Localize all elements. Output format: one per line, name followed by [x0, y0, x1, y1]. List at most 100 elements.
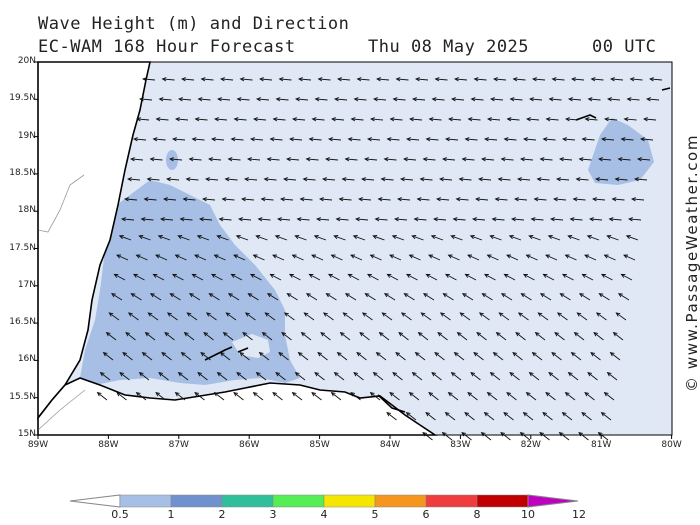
wave-arrow [297, 351, 309, 361]
wave-arrow [395, 351, 406, 361]
wave-arrow [358, 197, 372, 202]
wave-arrow [314, 97, 328, 102]
wave-arrow [163, 197, 177, 202]
wave-arrow [247, 157, 261, 162]
wave-arrow [425, 411, 436, 421]
wave-arrow [431, 97, 445, 102]
wave-direction-arrows [96, 77, 663, 441]
wave-arrow [403, 157, 417, 162]
wave-arrow [473, 77, 487, 82]
wave-arrow [493, 77, 507, 82]
wave-arrow [564, 254, 577, 261]
wave-arrow [562, 137, 576, 142]
wave-arrow [437, 331, 448, 341]
wave-arrow [130, 157, 144, 162]
wave-arrow [608, 217, 622, 222]
lat-label: 15.5N [9, 391, 36, 402]
wave-arrow [214, 117, 228, 122]
wave-zone-east [588, 118, 654, 185]
wave-arrow [571, 77, 585, 82]
wave-arrow [617, 293, 630, 301]
wave-arrow [266, 293, 279, 301]
wave-arrow [269, 273, 282, 281]
calm-pocket [232, 334, 270, 358]
wave-arrow [484, 137, 498, 142]
wave-arrow [155, 117, 169, 122]
colorbar-upper-extend [527, 494, 579, 508]
wave-arrow [529, 97, 543, 102]
wave-arrow [483, 273, 496, 281]
wave-arrow [625, 235, 639, 241]
wave-arrow [569, 217, 583, 222]
wave-arrow [334, 97, 348, 102]
wave-arrow [149, 293, 162, 301]
wave-arrow [572, 197, 586, 202]
colorbar-swatch [170, 494, 223, 508]
wave-arrow [364, 293, 376, 301]
colorbar-label: 2 [218, 508, 226, 521]
wave-arrow [545, 391, 556, 401]
wave-arrow [400, 312, 412, 321]
wave-arrow [394, 217, 408, 222]
wave-arrow [623, 117, 637, 122]
wave-arrow [350, 391, 361, 401]
wave-arrow [607, 97, 621, 102]
lat-label: 18N [17, 205, 36, 216]
wave-arrow [530, 217, 544, 222]
wave-arrow [581, 273, 594, 281]
wave-arrow [467, 117, 481, 122]
wave-arrow [255, 235, 268, 241]
wave-arrow [188, 293, 201, 301]
wave-arrow [146, 177, 160, 182]
wave-arrow [512, 77, 526, 82]
wave-arrow [311, 254, 324, 261]
wave-arrow [133, 137, 147, 142]
colorbar-lower-extend [69, 494, 121, 508]
wave-arrow [640, 137, 654, 142]
wave-arrow [610, 77, 624, 82]
wave-arrow [537, 312, 549, 321]
wave-arrow [347, 273, 360, 281]
wave-arrow [478, 312, 490, 321]
wave-arrow [352, 235, 366, 241]
wave-arrow [503, 411, 514, 421]
wave-arrow [450, 371, 462, 381]
wave-arrow [617, 157, 631, 162]
wave-arrow [520, 293, 532, 301]
wave-arrow [439, 312, 451, 321]
wave-arrow [130, 293, 142, 301]
wave-arrow [598, 157, 612, 162]
wave-arrow [264, 312, 276, 321]
wave-arrow [222, 331, 234, 341]
wave-arrow [272, 117, 286, 122]
wave-arrow [213, 391, 225, 401]
wave-arrow [381, 312, 393, 321]
wave-arrow [211, 137, 225, 142]
wave-arrow [573, 331, 585, 341]
wave-arrow [342, 312, 354, 321]
wave-arrow [327, 273, 340, 281]
wave-arrow [257, 217, 271, 222]
land-south [37, 377, 438, 436]
wave-arrow [299, 197, 313, 202]
wave-arrow [548, 371, 559, 381]
wave-arrow [239, 351, 250, 361]
wave-arrow [570, 351, 582, 361]
wave-arrow [539, 293, 552, 301]
wave-arrow [392, 371, 403, 381]
lat-label: 16N [17, 354, 36, 365]
wave-arrow [208, 157, 222, 162]
wave-arrow [220, 77, 234, 82]
wave-arrow [551, 77, 565, 82]
wave-arrow [227, 293, 240, 301]
wave-arrow [397, 197, 411, 202]
wave-arrow [252, 254, 265, 261]
colorbar-swatch [221, 494, 274, 508]
wave-arrow [561, 273, 574, 281]
wave-arrow [275, 371, 286, 381]
wave-arrow [263, 177, 277, 182]
wave-arrow [127, 312, 139, 321]
wave-arrow [330, 254, 343, 261]
wave-arrow [281, 331, 292, 341]
wave-arrow [164, 331, 175, 341]
